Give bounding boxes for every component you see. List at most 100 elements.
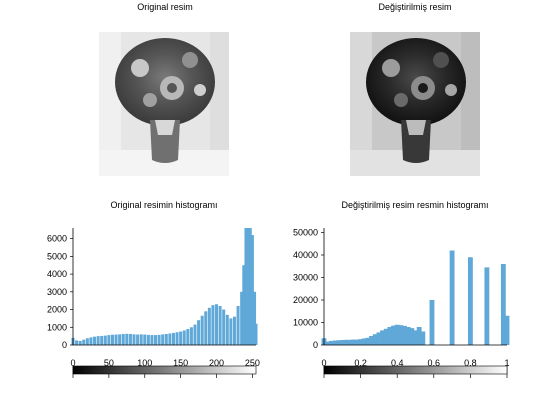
y-tick-label: 0	[62, 340, 67, 350]
y-tick-label: 0	[313, 340, 318, 350]
hist-bar	[420, 331, 426, 345]
hist-bar	[107, 335, 111, 345]
x-tick-label: 0.6	[428, 358, 441, 368]
hist-bar	[372, 334, 378, 345]
hist-bar	[193, 324, 197, 345]
x-tick-label: 1	[504, 358, 509, 368]
hist-bar	[332, 340, 338, 345]
original-image-title: Original resim	[137, 2, 193, 12]
hist-bar	[179, 331, 183, 345]
x-tick-label: 100	[137, 358, 152, 368]
hist-bar	[143, 334, 147, 345]
x-tick-label: 50	[104, 358, 114, 368]
hist-bar	[103, 335, 107, 345]
hist-bar	[467, 257, 473, 345]
hist-bar	[242, 265, 246, 345]
modified-photo	[350, 32, 480, 176]
hist-bar	[244, 228, 248, 345]
hist-bar	[246, 228, 250, 345]
x-tick-label: 0.2	[354, 358, 367, 368]
hist-bar	[336, 340, 342, 345]
hist-bar	[204, 311, 208, 345]
hist-bar	[339, 340, 345, 345]
hist-bar	[225, 314, 229, 345]
modified-histogram: 0 10000 20000 30000 40000 50000 0 0.2 0.4 0.6 0.8 1	[293, 228, 510, 378]
y-tick-label: 6000	[47, 234, 67, 244]
hist-bar	[343, 339, 349, 345]
hist-bar	[118, 334, 122, 345]
x-tick-label: 150	[173, 358, 188, 368]
x-tick-label: 250	[245, 358, 260, 368]
hist-bar	[328, 340, 334, 345]
hist-bar	[93, 336, 97, 345]
hist-bar	[253, 291, 257, 345]
hist-bar	[429, 300, 435, 345]
hist-bar	[218, 306, 222, 345]
hist-bar	[222, 309, 226, 345]
hist-bar	[376, 332, 382, 345]
original-hist-title: Original resimin histogramı	[110, 200, 218, 210]
hist-bar	[325, 341, 331, 345]
hist-bar	[398, 325, 404, 345]
x-tick-label: 0.4	[391, 358, 404, 368]
hist-bar	[358, 339, 364, 345]
hist-bar	[110, 334, 114, 345]
hist-bar	[171, 332, 175, 345]
hist-bar	[75, 340, 79, 345]
hist-bar	[402, 325, 407, 345]
hist-bar	[146, 334, 150, 345]
hist-bar	[369, 336, 375, 345]
hist-bar	[128, 334, 132, 345]
hist-bar	[78, 340, 82, 345]
y-tick-label: 20000	[293, 295, 318, 305]
modified-colorbar	[323, 365, 508, 375]
hist-bar	[347, 339, 353, 345]
hist-bar	[154, 335, 158, 345]
hist-bar	[354, 339, 360, 345]
y-tick-label: 4000	[47, 269, 67, 279]
hist-bar	[387, 327, 393, 345]
hist-bar	[250, 235, 254, 345]
hist-bar	[175, 332, 179, 345]
hist-bar	[215, 304, 219, 345]
hist-bar	[100, 335, 104, 345]
hist-bar	[361, 338, 367, 345]
x-tick-label: 0	[70, 358, 75, 368]
hist-bar	[200, 315, 204, 345]
hist-bar	[150, 335, 154, 345]
hist-bar	[254, 323, 258, 345]
y-tick-label: 5000	[47, 251, 67, 261]
hist-bar	[391, 325, 396, 345]
hist-bar	[164, 334, 168, 345]
hist-bar	[197, 320, 201, 345]
y-tick-label: 1000	[47, 322, 67, 332]
hist-bar	[484, 267, 490, 345]
hist-bar	[121, 334, 125, 345]
hist-bar	[186, 329, 190, 345]
hist-bar	[114, 334, 118, 345]
hist-bar	[248, 228, 252, 345]
original-histogram: 0 1000 2000 3000 4000 5000 6000 0 50 100 150 200 250	[47, 228, 260, 378]
hist-bar	[82, 339, 86, 345]
y-tick-label: 2000	[47, 305, 67, 315]
hist-bar	[365, 337, 371, 345]
hist-bar	[89, 337, 93, 345]
hist-bar	[211, 305, 215, 345]
hist-bar	[409, 328, 415, 345]
hist-bar	[96, 336, 100, 345]
hist-bar	[405, 327, 411, 345]
hist-bar	[229, 318, 233, 345]
original-colorbar	[72, 365, 257, 375]
hist-bar	[125, 333, 129, 345]
hist-bar	[449, 250, 455, 345]
hist-bar	[416, 327, 422, 345]
y-tick-label: 40000	[293, 250, 318, 260]
hist-bar	[136, 334, 140, 345]
hist-bar	[504, 315, 510, 345]
x-tick-label: 0	[321, 358, 326, 368]
hist-bar	[85, 338, 89, 345]
hist-bar	[380, 330, 385, 345]
hist-bar	[168, 333, 172, 345]
y-tick-label: 3000	[47, 287, 67, 297]
